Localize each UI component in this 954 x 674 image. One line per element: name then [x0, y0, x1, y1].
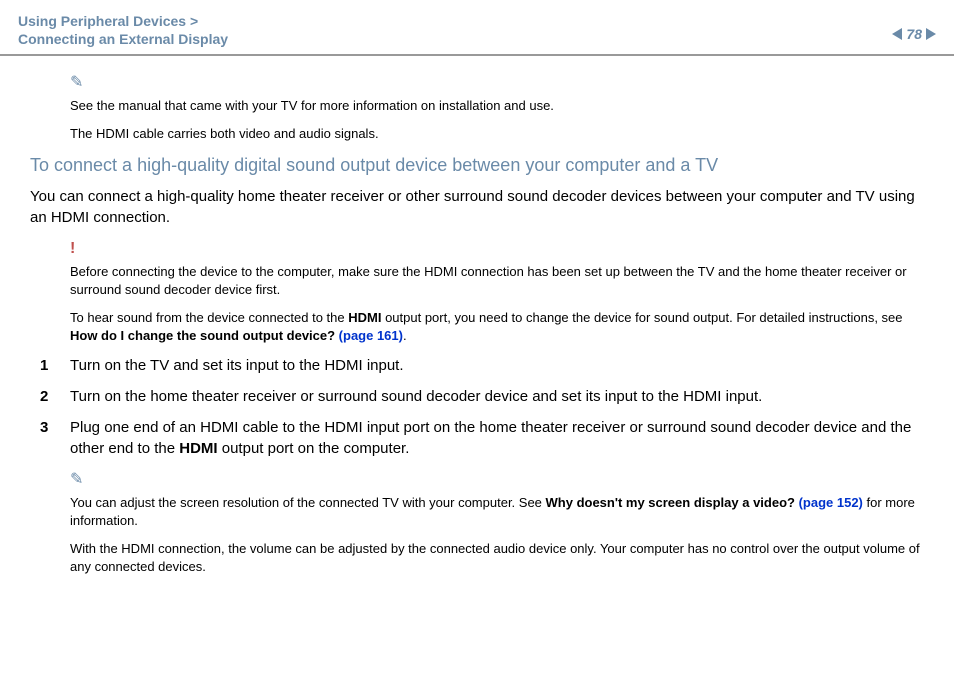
page-number: 78 [906, 26, 922, 42]
intro-paragraph: You can connect a high-quality home thea… [30, 186, 924, 228]
video-link-label[interactable]: Why doesn't my screen display a video? [546, 495, 795, 510]
warn-para2-end: . [403, 328, 407, 343]
next-page-icon[interactable] [926, 28, 936, 40]
pencil-note-icon: ✎ [70, 469, 924, 491]
section-heading: To connect a high-quality digital sound … [30, 155, 924, 176]
sound-link-page[interactable]: (page 161) [335, 328, 403, 343]
warn-para2: To hear sound from the device connected … [70, 309, 924, 345]
step-2: Turn on the home theater receiver or sur… [30, 386, 924, 407]
hdmi-label: HDMI [348, 310, 381, 325]
note-block-2: ✎ You can adjust the screen resolution o… [30, 469, 924, 576]
note1-line1: See the manual that came with your TV fo… [70, 97, 924, 115]
note2-para2: With the HDMI connection, the volume can… [70, 540, 924, 576]
pencil-note-icon: ✎ [70, 72, 924, 94]
note1-line2: The HDMI cable carries both video and au… [70, 125, 924, 143]
video-link-page[interactable]: (page 152) [795, 495, 863, 510]
note2-para1: You can adjust the screen resolution of … [70, 494, 924, 530]
warn-para2-a: To hear sound from the device connected … [70, 310, 348, 325]
breadcrumb: Using Peripheral Devices > Connecting an… [18, 12, 228, 48]
step3-b: output port on the computer. [218, 440, 410, 457]
page-content: ✎ See the manual that came with your TV … [0, 56, 954, 576]
warn-para1: Before connecting the device to the comp… [70, 263, 924, 299]
warning-icon: ! [70, 238, 924, 260]
step-1: Turn on the TV and set its input to the … [30, 355, 924, 376]
note2-p1-a: You can adjust the screen resolution of … [70, 495, 546, 510]
breadcrumb-line1: Using Peripheral Devices > [18, 12, 228, 30]
prev-page-icon[interactable] [892, 28, 902, 40]
warn-para2-b: output port, you need to change the devi… [381, 310, 902, 325]
note-block-1: ✎ See the manual that came with your TV … [30, 72, 924, 143]
page-header: Using Peripheral Devices > Connecting an… [0, 0, 954, 56]
breadcrumb-line2: Connecting an External Display [18, 30, 228, 48]
sound-link-label[interactable]: How do I change the sound output device? [70, 328, 335, 343]
step3-hdmi: HDMI [179, 440, 217, 457]
warning-block: ! Before connecting the device to the co… [30, 238, 924, 345]
steps-list: Turn on the TV and set its input to the … [30, 355, 924, 459]
step-3: Plug one end of an HDMI cable to the HDM… [30, 417, 924, 459]
page-nav: 78 [892, 12, 936, 42]
